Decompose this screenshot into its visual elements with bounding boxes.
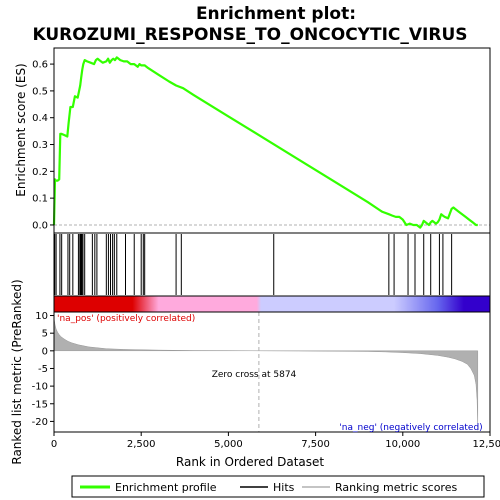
legend-box (71, 475, 485, 498)
es-y-tick-label: 0.3 (32, 140, 48, 151)
legend-metric-label: Ranking metric scores (335, 481, 457, 494)
x-tick-label: 7,500 (301, 439, 330, 450)
x-tick-label: 10,000 (385, 439, 420, 450)
metric-y-tick-label: -20 (32, 417, 48, 428)
x-tick-label: 5,000 (214, 439, 243, 450)
hits-panel (53, 232, 491, 297)
metric-frame (53, 311, 491, 433)
hits-frame (53, 232, 491, 297)
metric-y-tick-label: -10 (32, 382, 48, 393)
metric-y-axis-label: Ranked list metric (PreRanked) (10, 279, 24, 464)
metric-y-tick-label: 10 (35, 311, 48, 322)
x-tick-label: 12,500 (473, 439, 500, 450)
enrichment-score-panel: 0.0 0.1 0.2 0.3 0.4 0.5 0.6 (32, 47, 491, 234)
metric-y-tick-label: -5 (38, 364, 48, 375)
chart-title-line1: Enrichment plot: (196, 4, 356, 24)
metric-plot-area (54, 312, 490, 432)
ranking-metric-area (53, 317, 479, 431)
es-plot-area (54, 48, 490, 233)
es-y-tick-label: 0.4 (32, 113, 48, 124)
metric-y-tick-label: -15 (32, 399, 48, 410)
es-y-tick-label: 0.0 (32, 220, 48, 231)
es-y-tick-label: 0.2 (32, 167, 48, 178)
x-tick-label: 2,500 (127, 439, 156, 450)
legend-profile-label: Enrichment profile (115, 481, 217, 494)
na-neg-label: 'na_neg' (negatively correlated) (339, 423, 482, 433)
metric-y-tick-label: 0 (42, 346, 48, 357)
metric-y-tick-label: 5 (42, 329, 48, 340)
chart-title-line2: KUROZUMI_RESPONSE_TO_ONCOCYTIC_VIRUS (33, 25, 468, 45)
na-pos-label: 'na_pos' (positively correlated) (57, 314, 195, 324)
es-y-tick-label: 0.6 (32, 60, 48, 71)
legend-hits-label: Hits (273, 481, 295, 494)
zero-cross-label: Zero cross at 5874 (212, 370, 297, 380)
x-tick-label: 0 (51, 439, 57, 450)
legend: Enrichment profile Hits Ranking metric s… (71, 475, 485, 498)
x-axis-label: Rank in Ordered Dataset (176, 455, 324, 469)
rank-gradient-bar (53, 295, 491, 313)
es-y-tick-label: 0.5 (32, 86, 48, 97)
rank-gradient-fill (53, 295, 491, 313)
es-y-tick-label: 0.1 (32, 194, 48, 205)
enrichment-profile-line (52, 56, 478, 229)
es-y-axis-label: Enrichment score (ES) (14, 63, 28, 196)
